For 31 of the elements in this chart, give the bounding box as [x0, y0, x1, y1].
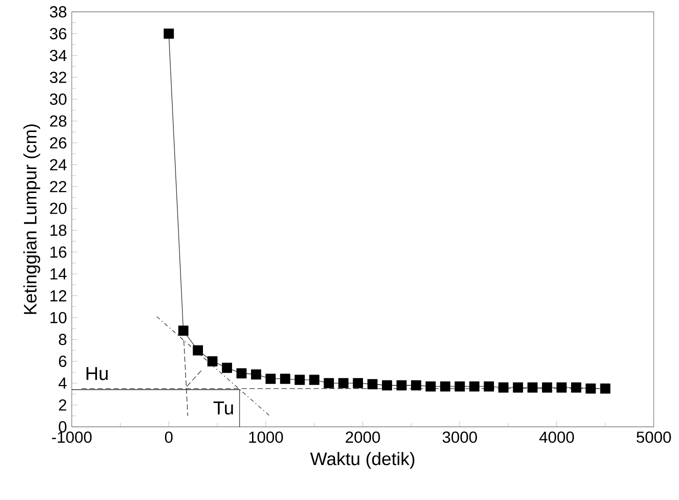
- y-tick-label: 16: [50, 246, 66, 258]
- y-tick-label: 8: [58, 334, 66, 346]
- y-tick-label: 20: [50, 202, 66, 214]
- y-tick-label: 10: [50, 312, 66, 324]
- y-tick-label: 4: [58, 378, 67, 389]
- y-tick-label: 6: [58, 356, 66, 367]
- x-tick-label: 0: [164, 432, 173, 443]
- x-tick-label: -1000: [52, 432, 92, 443]
- y-tick-label: 14: [50, 268, 67, 280]
- y-tick-label: 38: [50, 6, 66, 18]
- y-tick-label: 0: [58, 421, 66, 432]
- y-tick-label: 30: [50, 94, 66, 105]
- x-tick-label: 3000: [442, 432, 477, 443]
- y-tick-label: 18: [50, 224, 66, 236]
- y-tick-label: 12: [50, 290, 66, 302]
- y-tick-label: 36: [50, 28, 66, 40]
- y-tick-label: 28: [50, 115, 66, 127]
- y-tick-label: 22: [50, 180, 66, 192]
- x-tick-label: 1000: [249, 432, 283, 443]
- y-tick-label: 32: [50, 72, 66, 84]
- x-tick-label: 5000: [636, 432, 671, 443]
- x-tick-label: 4000: [539, 432, 574, 443]
- x-axis-title: Waktu (detik): [310, 452, 414, 469]
- y-tick-label: 34: [50, 50, 67, 62]
- x-tick-label: 2000: [346, 432, 380, 443]
- annotation: Hu: [86, 367, 108, 380]
- y-tick-label: 2: [58, 399, 66, 411]
- annotation: Tu: [213, 402, 233, 415]
- y-axis-title: Ketinggian Lumpur (cm): [23, 124, 40, 314]
- y-tick-label: 24: [50, 159, 67, 170]
- y-tick-label: 26: [50, 137, 66, 149]
